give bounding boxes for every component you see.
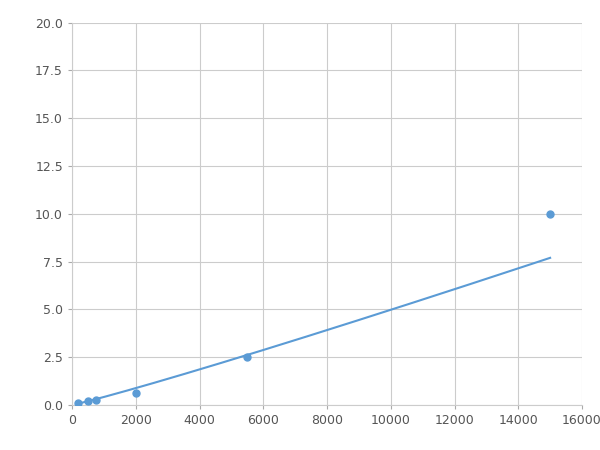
- Point: [74, 400, 83, 407]
- Point: [91, 396, 101, 404]
- Point: [83, 398, 93, 405]
- Point: [131, 389, 140, 396]
- Point: [545, 210, 555, 217]
- Point: [242, 354, 252, 361]
